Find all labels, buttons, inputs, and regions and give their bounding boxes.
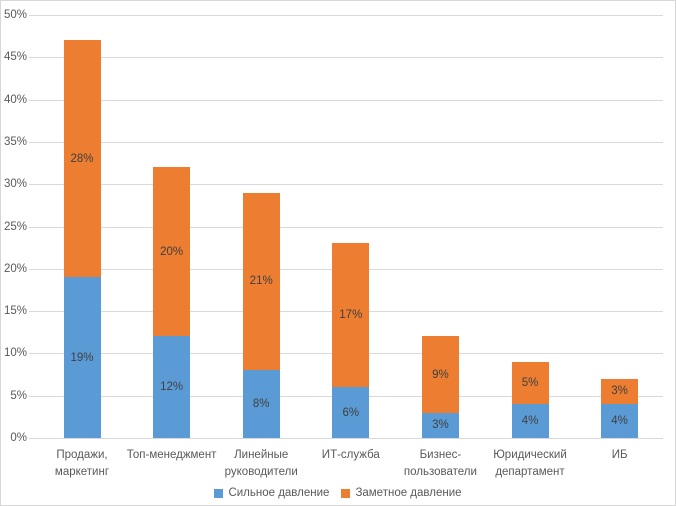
data-label: 6% <box>342 406 360 419</box>
gridline <box>29 184 663 186</box>
data-label: 12% <box>160 381 184 394</box>
bar-segment <box>332 243 370 388</box>
data-label: 5% <box>521 377 539 389</box>
data-label: 19% <box>70 351 94 364</box>
bar-segment <box>153 336 191 438</box>
data-label: 20% <box>160 245 184 258</box>
legend-label: Сильное давление <box>228 487 330 499</box>
bar-segment <box>332 387 370 438</box>
data-label: 8% <box>252 398 270 411</box>
y-tick-label: 15% <box>3 305 27 318</box>
data-label: 3% <box>611 385 628 398</box>
y-tick-label: 20% <box>3 262 27 275</box>
category-label: Продажи, маркетинг <box>54 449 110 478</box>
data-label: 3% <box>432 419 449 432</box>
bar-segment <box>511 361 549 405</box>
bar-segment <box>421 412 459 438</box>
y-tick-label: 0% <box>10 432 27 444</box>
data-label: 28% <box>70 152 94 165</box>
gridline <box>29 438 663 439</box>
bar-segment <box>421 336 459 413</box>
bar-segment <box>601 404 639 438</box>
y-tick-label: 50% <box>3 9 27 21</box>
gridline <box>29 57 663 59</box>
data-label: 9% <box>432 368 449 381</box>
category-label: Юридический департамент <box>493 449 567 478</box>
gridline <box>29 99 663 101</box>
legend: Сильное давление Заметное давление <box>1 487 675 499</box>
data-label: 4% <box>521 415 539 428</box>
category-label: Линейные руководители <box>224 449 298 478</box>
legend-label: Заметное давление <box>355 487 462 499</box>
y-tick-label: 10% <box>3 347 27 360</box>
bar-segment <box>242 192 280 371</box>
bar-segment <box>242 370 280 438</box>
y-tick-label: 30% <box>3 178 27 191</box>
data-label: 4% <box>611 415 628 428</box>
category-label: Бизнес- пользователи <box>403 449 477 478</box>
y-tick-label: 35% <box>3 135 27 148</box>
y-tick-label: 40% <box>3 93 27 106</box>
data-label: 17% <box>339 309 363 322</box>
legend-item: Сильное давление <box>214 487 329 499</box>
y-tick-label: 45% <box>3 51 27 64</box>
bar-segment <box>601 378 639 405</box>
category-label: ИТ-служба <box>321 449 380 461</box>
category-label: Топ-менеджмент <box>126 449 217 461</box>
gridline <box>29 141 663 143</box>
legend-swatch-icon <box>214 488 224 498</box>
legend-swatch-icon <box>341 488 351 498</box>
legend-item: Заметное давление <box>341 487 462 499</box>
y-tick-label: 5% <box>10 389 27 402</box>
bar-segment <box>63 277 101 438</box>
gridline <box>29 226 663 228</box>
bar-segment <box>153 167 191 337</box>
category-label: ИБ <box>611 449 628 461</box>
bar-segment <box>511 404 549 438</box>
gridline <box>29 15 663 16</box>
data-label: 21% <box>249 275 273 288</box>
bar-segment <box>63 40 101 278</box>
y-tick-label: 25% <box>3 220 27 233</box>
